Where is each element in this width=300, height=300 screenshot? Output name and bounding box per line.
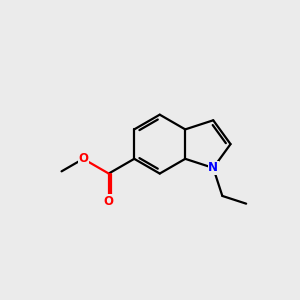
Text: O: O: [78, 152, 88, 165]
Text: O: O: [104, 195, 114, 208]
Text: N: N: [208, 161, 218, 174]
